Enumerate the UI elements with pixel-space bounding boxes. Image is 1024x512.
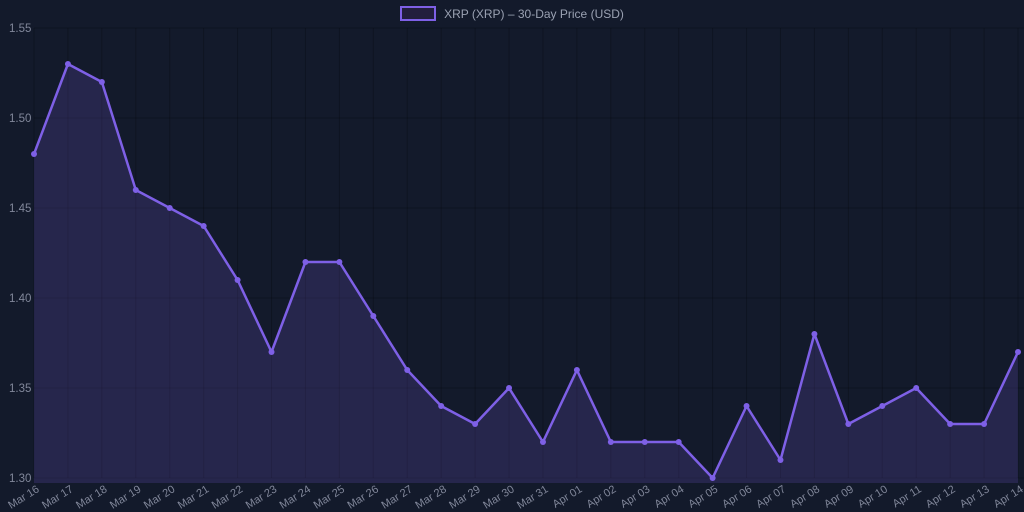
x-tick-label: Apr 03 xyxy=(618,483,652,510)
data-point-marker[interactable] xyxy=(709,475,716,481)
x-tick-label: Apr 10 xyxy=(856,483,890,510)
y-tick-label: 1.55 xyxy=(9,23,31,35)
x-tick-label: Mar 23 xyxy=(244,483,279,511)
x-tick-label: Apr 01 xyxy=(551,483,585,510)
data-point-marker[interactable] xyxy=(879,403,886,409)
data-point-marker[interactable] xyxy=(947,421,954,427)
x-tick-label: Mar 28 xyxy=(413,483,448,511)
data-point-marker[interactable] xyxy=(539,439,546,445)
data-point-marker[interactable] xyxy=(675,439,682,445)
data-point-marker[interactable] xyxy=(404,367,411,373)
data-point-marker[interactable] xyxy=(1015,349,1021,355)
data-point-marker[interactable] xyxy=(438,403,445,409)
data-point-marker[interactable] xyxy=(268,349,275,355)
data-point-marker[interactable] xyxy=(641,439,648,445)
data-point-marker[interactable] xyxy=(811,331,818,337)
area-fill xyxy=(34,64,1018,483)
data-point-marker[interactable] xyxy=(845,421,852,427)
legend-swatch xyxy=(400,6,437,21)
data-point-marker[interactable] xyxy=(607,439,614,445)
x-tick-label: Apr 14 xyxy=(992,483,1024,510)
data-point-marker[interactable] xyxy=(31,151,37,157)
x-tick-label: Mar 29 xyxy=(447,483,482,511)
data-point-marker[interactable] xyxy=(506,385,513,391)
x-tick-label: Mar 21 xyxy=(176,483,211,511)
x-tick-label: Apr 06 xyxy=(720,483,754,510)
y-tick-label: 1.30 xyxy=(9,473,31,485)
data-point-marker[interactable] xyxy=(234,277,241,283)
x-tick-label: Mar 26 xyxy=(345,483,380,511)
x-tick-label: Apr 05 xyxy=(686,483,720,510)
data-point-marker[interactable] xyxy=(132,187,139,193)
data-point-marker[interactable] xyxy=(98,79,105,85)
x-tick-label: Mar 22 xyxy=(210,483,245,511)
x-tick-label: Mar 30 xyxy=(481,483,516,511)
x-tick-label: Mar 17 xyxy=(40,483,75,511)
x-tick-label: Mar 16 xyxy=(6,483,41,511)
price-line xyxy=(32,62,1020,480)
data-point-marker[interactable] xyxy=(913,385,920,391)
data-point-marker[interactable] xyxy=(743,403,750,409)
data-point-marker[interactable] xyxy=(64,61,71,67)
legend-label: XRP (XRP) – 30-Day Price (USD) xyxy=(444,6,624,21)
data-point-marker[interactable] xyxy=(573,367,580,373)
data-point-marker[interactable] xyxy=(472,421,479,427)
x-tick-label: Mar 25 xyxy=(312,483,347,511)
x-tick-label: Apr 07 xyxy=(754,483,788,510)
y-tick-label: 1.40 xyxy=(9,293,31,305)
y-tick-label: 1.50 xyxy=(9,113,31,125)
data-point-marker[interactable] xyxy=(370,313,377,319)
data-point-marker[interactable] xyxy=(166,205,173,211)
data-point-marker[interactable] xyxy=(302,259,309,265)
legend-item-xrp[interactable]: XRP (XRP) – 30-Day Price (USD) xyxy=(400,6,624,21)
x-tick-label: Apr 13 xyxy=(958,483,992,510)
data-point-marker[interactable] xyxy=(777,457,784,463)
data-point-marker[interactable] xyxy=(200,223,207,229)
x-tick-label: Apr 09 xyxy=(822,483,856,510)
x-tick-label: Apr 02 xyxy=(585,483,619,510)
x-tick-label: Mar 20 xyxy=(142,483,177,511)
x-tick-label: Mar 27 xyxy=(379,483,414,511)
x-tick-label: Mar 18 xyxy=(74,483,109,511)
legend-bar: XRP (XRP) – 30-Day Price (USD) xyxy=(0,6,1024,21)
y-tick-label: 1.35 xyxy=(9,383,31,395)
x-tick-label: Mar 24 xyxy=(278,483,313,511)
x-tick-label: Apr 08 xyxy=(788,483,822,510)
x-tick-label: Apr 12 xyxy=(924,483,958,510)
data-point-marker[interactable] xyxy=(981,421,988,427)
data-point-marker[interactable] xyxy=(336,259,343,265)
x-tick-label: Mar 19 xyxy=(108,483,143,511)
x-tick-label: Mar 31 xyxy=(515,483,550,511)
x-tick-label: Apr 11 xyxy=(891,483,924,510)
y-tick-label: 1.45 xyxy=(9,203,31,215)
x-tick-label: Apr 04 xyxy=(652,483,686,510)
